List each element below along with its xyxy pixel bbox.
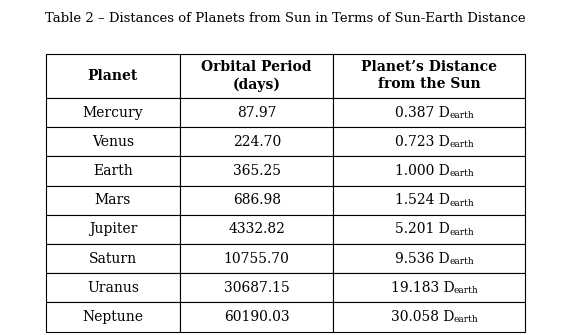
Text: 60190.03: 60190.03 bbox=[224, 310, 289, 324]
Text: 19.183 D: 19.183 D bbox=[391, 281, 454, 295]
Text: 4332.82: 4332.82 bbox=[228, 222, 285, 237]
Bar bbox=[333, 215, 525, 244]
Text: earth: earth bbox=[449, 111, 474, 120]
Bar bbox=[46, 244, 180, 273]
Text: Neptune: Neptune bbox=[82, 310, 143, 324]
Bar bbox=[333, 273, 525, 303]
Bar bbox=[180, 215, 333, 244]
Bar bbox=[180, 186, 333, 215]
Bar bbox=[46, 54, 180, 98]
Bar bbox=[333, 127, 525, 156]
Bar bbox=[180, 98, 333, 127]
Bar bbox=[180, 273, 333, 303]
Text: Saturn: Saturn bbox=[89, 252, 137, 266]
Text: earth: earth bbox=[449, 140, 474, 149]
Text: Jupiter: Jupiter bbox=[89, 222, 137, 237]
Text: earth: earth bbox=[449, 199, 474, 208]
Text: Earth: Earth bbox=[93, 164, 132, 178]
Text: Planet’s Distance
from the Sun: Planet’s Distance from the Sun bbox=[361, 60, 497, 91]
Bar bbox=[46, 186, 180, 215]
Bar bbox=[333, 186, 525, 215]
Bar bbox=[333, 244, 525, 273]
Bar bbox=[180, 303, 333, 332]
Bar bbox=[46, 98, 180, 127]
Bar bbox=[333, 156, 525, 186]
Text: 87.97: 87.97 bbox=[237, 106, 276, 120]
Text: Uranus: Uranus bbox=[87, 281, 139, 295]
Bar bbox=[46, 215, 180, 244]
Text: Venus: Venus bbox=[92, 135, 134, 149]
Text: 0.723 D: 0.723 D bbox=[395, 135, 450, 149]
Bar bbox=[333, 303, 525, 332]
Bar bbox=[46, 273, 180, 303]
Text: 224.70: 224.70 bbox=[232, 135, 281, 149]
Bar bbox=[46, 303, 180, 332]
Text: Table 2 – Distances of Planets from Sun in Terms of Sun-Earth Distance: Table 2 – Distances of Planets from Sun … bbox=[45, 12, 526, 25]
Text: 30687.15: 30687.15 bbox=[224, 281, 289, 295]
Text: earth: earth bbox=[453, 286, 478, 295]
Bar bbox=[333, 98, 525, 127]
Text: earth: earth bbox=[449, 257, 474, 266]
Text: 1.000 D: 1.000 D bbox=[395, 164, 450, 178]
Text: 5.201 D: 5.201 D bbox=[395, 222, 450, 237]
Text: Planet: Planet bbox=[88, 69, 138, 83]
Bar bbox=[333, 54, 525, 98]
Bar bbox=[46, 156, 180, 186]
Text: 0.387 D: 0.387 D bbox=[395, 106, 450, 120]
Text: earth: earth bbox=[449, 228, 474, 237]
Text: 30.058 D: 30.058 D bbox=[391, 310, 454, 324]
Bar bbox=[180, 244, 333, 273]
Text: Mercury: Mercury bbox=[83, 106, 143, 120]
Text: 686.98: 686.98 bbox=[233, 193, 281, 207]
Bar bbox=[180, 156, 333, 186]
Bar bbox=[180, 54, 333, 98]
Text: 9.536 D: 9.536 D bbox=[395, 252, 450, 266]
Bar bbox=[180, 127, 333, 156]
Text: 1.524 D: 1.524 D bbox=[395, 193, 450, 207]
Text: 10755.70: 10755.70 bbox=[224, 252, 289, 266]
Text: earth: earth bbox=[453, 316, 478, 325]
Bar bbox=[46, 127, 180, 156]
Text: Mars: Mars bbox=[95, 193, 131, 207]
Text: 365.25: 365.25 bbox=[233, 164, 281, 178]
Text: earth: earth bbox=[449, 170, 474, 179]
Text: Orbital Period
(days): Orbital Period (days) bbox=[202, 60, 312, 92]
